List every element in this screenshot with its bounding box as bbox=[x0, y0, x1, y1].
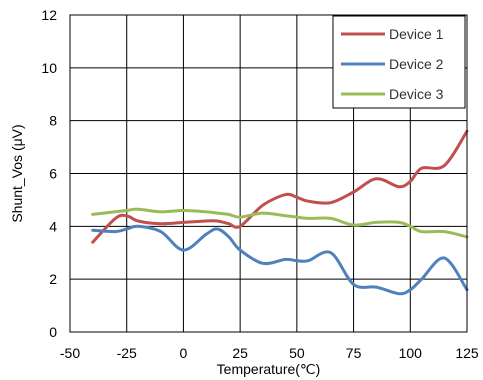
x-tick-label: 0 bbox=[180, 345, 188, 361]
legend-label-device-2: Device 2 bbox=[389, 56, 444, 72]
y-axis-label: Shunt_Vos (μV) bbox=[9, 124, 25, 222]
legend-label-device-1: Device 1 bbox=[389, 26, 444, 42]
y-tick-label: 12 bbox=[41, 7, 57, 23]
series-line-device-3 bbox=[91, 207, 469, 239]
y-tick-label: 10 bbox=[41, 60, 57, 76]
x-tick-labels: -50 -25 0 25 50 75 100 125 bbox=[60, 345, 479, 361]
x-tick-label: 50 bbox=[289, 345, 305, 361]
series-line-device-1 bbox=[91, 129, 469, 244]
x-tick-label: -25 bbox=[117, 345, 137, 361]
y-tick-label: 8 bbox=[49, 113, 57, 129]
series-lines bbox=[91, 129, 469, 296]
y-tick-label: 6 bbox=[49, 166, 57, 182]
x-tick-label: -50 bbox=[60, 345, 80, 361]
legend-label-device-3: Device 3 bbox=[389, 86, 444, 102]
y-tick-labels: 0 2 4 6 8 10 12 bbox=[41, 7, 57, 340]
x-axis-label: Temperature(℃) bbox=[217, 361, 321, 377]
y-tick-label: 2 bbox=[49, 271, 57, 287]
legend: Device 1 Device 2 Device 3 bbox=[332, 15, 466, 109]
plot-area-border bbox=[69, 14, 468, 333]
x-tick-label: 75 bbox=[346, 345, 362, 361]
x-tick-label: 100 bbox=[399, 345, 423, 361]
x-tick-label: 25 bbox=[232, 345, 248, 361]
x-tick-label: 125 bbox=[455, 345, 479, 361]
y-tick-label: 4 bbox=[49, 218, 57, 234]
y-tick-label: 0 bbox=[49, 324, 57, 340]
series-line-device-2 bbox=[91, 224, 469, 296]
